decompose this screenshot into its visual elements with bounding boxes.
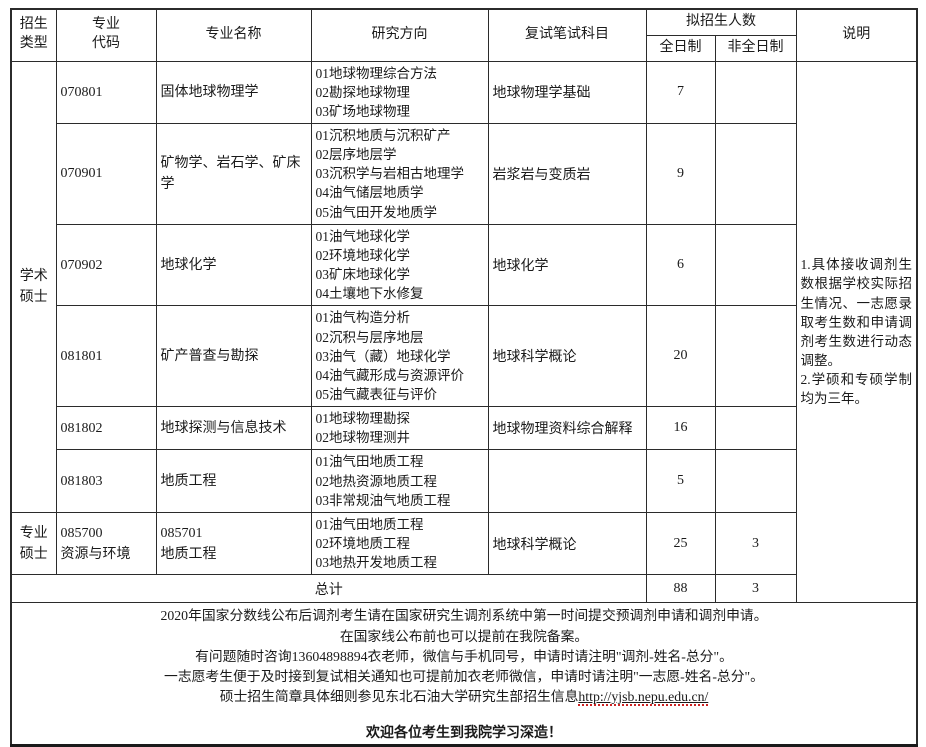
col-header-major-code: 专业 代码 <box>55 8 157 62</box>
fulltime-cell: 25 <box>645 511 716 576</box>
footer-line-4: 一志愿考生便于及时接到复试相关通知也可提前加衣老师微信，申请时请注明"一志愿-姓… <box>164 669 764 685</box>
major-cell: 地球化学 <box>155 223 312 307</box>
footer-welcome-line: 欢迎各位考生到我院学习深造！ <box>366 726 562 742</box>
header-row-2: 全日制 非全日制 <box>11 34 917 62</box>
directions-cell: 01油气田地质工程 02环境地质工程 03地热开发地质工程 <box>310 511 489 576</box>
fulltime-cell: 5 <box>645 449 716 513</box>
exam-cell: 地球科学概论 <box>487 511 647 576</box>
footer-line-5: 硕士招生简章具体细则参见东北石油大学研究生部招生信息http://yjsb.ne… <box>16 688 912 707</box>
footer-line-1: 2020年国家分数线公布后调剂考生请在国家研究生调剂系统中第一时间提交预调剂申请… <box>160 608 768 624</box>
exam-cell: 地球化学 <box>487 223 647 307</box>
fulltime-cell: 9 <box>645 122 716 225</box>
exam-cell: 岩浆岩与变质岩 <box>487 122 647 225</box>
directions-cell: 01油气田地质工程 02地热资源地质工程 03非常规油气地质工程 <box>310 449 489 513</box>
code-cell: 070801 <box>55 60 157 124</box>
table-row: 081803 地质工程 01油气田地质工程 02地热资源地质工程 03非常规油气… <box>11 449 917 513</box>
admissions-table: 招生 类型 专业 代码 专业名称 研究方向 复试笔试科目 拟招生人数 说明 全日… <box>10 8 918 747</box>
code-cell: 085700 资源与环境 <box>55 511 157 576</box>
code-cell: 081801 <box>55 305 157 408</box>
col-header-planned-enrollment: 拟招生人数 <box>645 8 797 36</box>
table-row: 081802 地球探测与信息技术 01地球物理勘探 02地球物理测井 地球物理资… <box>11 406 917 451</box>
directions-cell: 01地球物理勘探 02地球物理测井 <box>310 406 489 451</box>
admissions-page: 招生 类型 专业 代码 专业名称 研究方向 复试笔试科目 拟招生人数 说明 全日… <box>10 8 918 747</box>
exam-cell: 地球科学概论 <box>487 305 647 408</box>
exam-cell <box>487 449 647 513</box>
code-cell: 081802 <box>55 406 157 451</box>
total-row: 总计 88 3 <box>10 574 917 604</box>
major-cell: 地球探测与信息技术 <box>155 406 312 451</box>
parttime-cell <box>714 223 797 307</box>
parttime-cell <box>714 122 797 225</box>
exam-cell: 地球物理资料综合解释 <box>487 406 647 451</box>
parttime-cell <box>714 449 797 513</box>
footer-cell: 2020年国家分数线公布后调剂考生请在国家研究生调剂系统中第一时间提交预调剂申请… <box>10 602 918 747</box>
col-header-fulltime: 全日制 <box>645 34 716 62</box>
footer-row: 2020年国家分数线公布后调剂考生请在国家研究生调剂系统中第一时间提交预调剂申请… <box>10 602 918 747</box>
parttime-cell <box>714 406 797 451</box>
code-cell: 081803 <box>55 449 157 513</box>
total-fulltime-cell: 88 <box>645 574 716 604</box>
major-cell: 085701 地质工程 <box>155 511 312 576</box>
fulltime-cell: 20 <box>645 305 716 408</box>
table-row: 070901 矿物学、岩石学、矿床学 01沉积地质与沉积矿产 02层序地层学 0… <box>11 122 917 225</box>
major-cell: 矿产普查与勘探 <box>155 305 312 408</box>
col-header-enroll-type: 招生 类型 <box>10 8 57 62</box>
major-cell: 矿物学、岩石学、矿床学 <box>155 122 312 225</box>
group-cell-professional: 专业 硕士 <box>10 511 57 576</box>
table-row: 081801 矿产普查与勘探 01油气构造分析 02沉积与层序地层 03油气（藏… <box>11 305 917 408</box>
footer-line-5-text: 硕士招生简章具体细则参见东北石油大学研究生部招生信息 <box>219 689 579 705</box>
table-row: 专业 硕士 085700 资源与环境 085701 地质工程 01油气田地质工程… <box>10 511 917 576</box>
group-cell-academic: 学术 硕士 <box>10 60 57 513</box>
col-header-major-name: 专业名称 <box>155 8 312 62</box>
fulltime-cell: 6 <box>645 223 716 307</box>
code-cell: 070902 <box>55 223 157 307</box>
directions-cell: 01沉积地质与沉积矿产 02层序地层学 03沉积学与岩相古地理学 04油气储层地… <box>310 122 489 225</box>
fulltime-cell: 7 <box>645 60 716 124</box>
parttime-cell <box>714 305 797 408</box>
header-row-1: 招生 类型 专业 代码 专业名称 研究方向 复试笔试科目 拟招生人数 说明 <box>10 8 918 62</box>
col-header-exam-subject: 复试笔试科目 <box>487 8 647 62</box>
notes-cell: 1.具体接收调剂生数根据学校实际招生情况、一志愿录取考生数和申请调剂考生数进行动… <box>795 60 918 604</box>
parttime-cell: 3 <box>714 511 797 576</box>
major-cell: 地质工程 <box>155 449 312 513</box>
directions-cell: 01油气地球化学 02环境地球化学 03矿床地球化学 04土壤地下水修复 <box>310 223 489 307</box>
graduate-info-link[interactable]: http://yjsb.nepu.edu.cn/ <box>578 689 709 707</box>
fulltime-cell: 16 <box>645 406 716 451</box>
parttime-cell <box>714 60 797 124</box>
table-row: 学术 硕士 070801 固体地球物理学 01地球物理综合方法 02勘探地球物理… <box>10 60 918 604</box>
col-header-research-direction: 研究方向 <box>310 8 489 62</box>
col-header-parttime: 非全日制 <box>714 34 797 62</box>
table-row: 070902 地球化学 01油气地球化学 02环境地球化学 03矿床地球化学 0… <box>11 223 917 307</box>
total-parttime-cell: 3 <box>714 574 797 604</box>
code-cell: 070901 <box>55 122 157 225</box>
exam-cell: 地球物理学基础 <box>487 60 647 124</box>
directions-cell: 01油气构造分析 02沉积与层序地层 03油气（藏）地球化学 04油气藏形成与资… <box>310 305 489 408</box>
col-header-notes: 说明 <box>795 8 918 62</box>
footer-line-3: 有问题随时咨询13604898894衣老师，微信与手机同号，申请时请注明"调剂-… <box>195 648 733 664</box>
footer-line-2: 在国家线公布前也可以提前在我院备案。 <box>339 628 589 644</box>
major-cell: 固体地球物理学 <box>155 60 312 124</box>
total-label-cell: 总计 <box>10 574 647 604</box>
directions-cell: 01地球物理综合方法 02勘探地球物理 03矿场地球物理 <box>310 60 489 124</box>
